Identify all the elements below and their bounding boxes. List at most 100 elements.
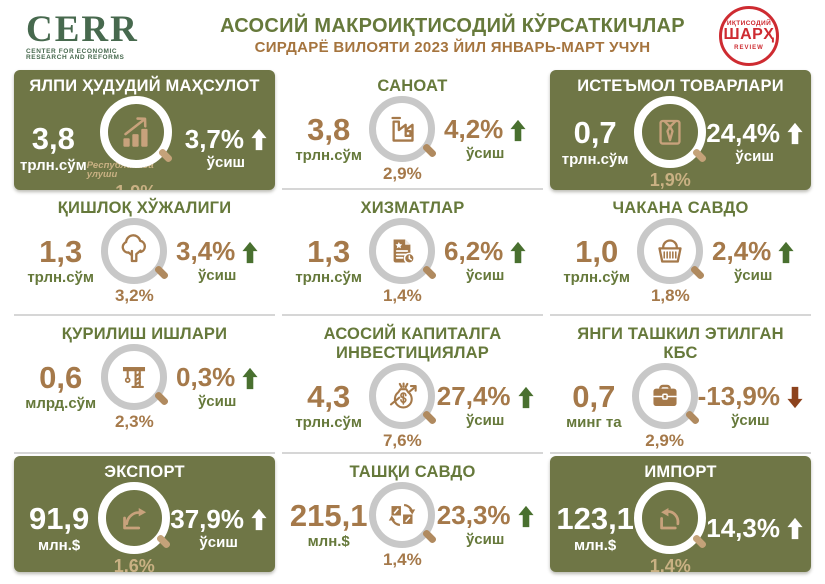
review-logo-top-text: ИҚТИСОДИЙ xyxy=(726,19,772,27)
growth-percent: -13,9% xyxy=(697,381,780,412)
magnifier-ring xyxy=(634,95,707,168)
card-title: ТАШҚИ САВДО xyxy=(349,463,476,481)
growth-arrow-icon xyxy=(517,505,534,528)
share-percent: 1,9% xyxy=(115,183,156,190)
basket-icon xyxy=(649,230,691,272)
magnifier-ring xyxy=(98,481,171,554)
magnifier-ring xyxy=(99,95,172,168)
indicator-card-grp: ЯЛПИ ҲУДУДИЙ МАҲСУЛОТ 3,8 трлн.сўм Респу… xyxy=(14,70,275,190)
growth-block: 2,4% ўсиш xyxy=(703,238,803,283)
growth-row: 14,3% xyxy=(706,512,803,543)
icon-block: 1,4% xyxy=(369,217,436,305)
magnifier-ring xyxy=(369,481,436,548)
indicator-value: 123,1 xyxy=(556,501,634,537)
indicator-card-new-smb: ЯНГИ ТАШКИЛ ЭТИЛГАН КБС 0,7 минг та 2,9%… xyxy=(550,318,811,454)
card-title: АСОСИЙ КАПИТАЛГА ИНВЕСТИЦИЯЛАР xyxy=(323,325,502,362)
growth-row: 27,4% xyxy=(435,383,535,410)
share-percent: 1,4% xyxy=(382,285,422,305)
growth-arrow-icon xyxy=(517,386,534,409)
share-label: Республикада улуши xyxy=(86,159,154,181)
growth-arrow-icon xyxy=(787,122,803,145)
magnifier-ring xyxy=(631,362,698,429)
growth-block: 3,4% ўсиш xyxy=(167,238,267,283)
tree-icon xyxy=(113,230,155,272)
indicator-value: 1,0 xyxy=(575,233,619,269)
indicator-value: 0,7 xyxy=(572,378,616,414)
growth-row: 37,9% xyxy=(170,505,267,533)
economic-review-logo: ИҚТИСОДИЙ ШАРҲ REVIEW xyxy=(719,6,779,66)
growth-arrow-icon xyxy=(242,241,258,264)
shirt-icon xyxy=(649,111,691,153)
page-subtitle: СИРДАРЁ ВИЛОЯТИ 2023 ЙИЛ ЯНВАРЬ-МАРТ УЧУ… xyxy=(254,39,651,57)
indicator-unit: трлн.сўм xyxy=(27,269,94,287)
icon-block: 2,9% xyxy=(369,95,436,183)
icon-block: 7,6% xyxy=(369,362,436,450)
share-percent: 1,4% xyxy=(382,549,422,569)
growth-arrow-icon xyxy=(251,128,267,151)
share-percent: 1,9% xyxy=(649,169,691,190)
crane-icon xyxy=(113,356,155,398)
indicator-unit: млрд.сўм xyxy=(25,395,97,413)
exchange-icon xyxy=(381,494,423,536)
cerr-logo: CERR CENTER FOR ECONOMIC RESEARCH AND RE… xyxy=(26,11,186,62)
indicator-value: 91,9 xyxy=(28,501,90,537)
indicator-unit: трлн.сўм xyxy=(295,269,362,287)
icon-block: 1,4% xyxy=(369,481,436,569)
growth-arrow-icon xyxy=(251,508,267,531)
magnifier-ring xyxy=(637,217,704,284)
value-block: 1,3 трлн.сўм xyxy=(288,233,369,287)
growth-arrow-icon xyxy=(787,386,803,409)
share-percent: 7,6% xyxy=(382,430,422,450)
growth-row: 4,2% xyxy=(435,116,535,143)
growth-block: 4,2% ўсиш xyxy=(435,116,535,161)
growth-arrow-icon xyxy=(510,119,526,142)
value-block: 215,1 млн.$ xyxy=(288,499,369,550)
magnifier-ring xyxy=(369,362,436,429)
growth-row: 23,3% xyxy=(435,502,535,529)
growth-label: ўсиш xyxy=(197,392,237,410)
growth-arrow-icon xyxy=(242,367,258,390)
growth-arrow-icon xyxy=(787,517,803,540)
share-percent: 1,8% xyxy=(650,285,690,305)
growth-block: 14,3% xyxy=(706,512,803,543)
briefcase-icon xyxy=(644,375,686,417)
growth-label: ўсиш xyxy=(465,144,505,162)
share-percent: 2,3% xyxy=(114,411,154,431)
growth-arrow-icon xyxy=(778,241,794,264)
value-block: 0,7 трлн.сўм xyxy=(556,117,634,167)
growth-label: ўсиш xyxy=(735,148,774,166)
import-arrow-icon xyxy=(649,497,691,539)
indicator-card-foreign-trade: ТАШҚИ САВДО 215,1 млн.$ 1,4% 23,3% ўсиш xyxy=(282,456,543,572)
growth-percent: 4,2% xyxy=(444,114,504,145)
cerr-wordmark: CERR xyxy=(26,8,139,50)
indicator-card-retail: ЧАКАНА САВДО 1,0 трлн.сўм 1,8% 2,4% ўсиш xyxy=(550,192,811,316)
share-percent: 3,2% xyxy=(114,285,154,305)
icon-block: 2,9% xyxy=(631,362,698,449)
indicator-unit: трлн.сўм xyxy=(561,150,629,168)
growth-percent: 6,2% xyxy=(444,236,504,267)
export-arrow-icon xyxy=(113,497,155,539)
growth-row: 6,2% xyxy=(435,238,535,265)
growth-label: ўсиш xyxy=(197,266,237,284)
card-body: 0,7 трлн.сўм 1,9% 24,4% ўсиш xyxy=(550,95,811,190)
growth-label: ўсиш xyxy=(733,266,773,284)
indicator-grid: ЯЛПИ ҲУДУДИЙ МАҲСУЛОТ 3,8 трлн.сўм Респу… xyxy=(14,70,811,572)
indicator-card-investment: АСОСИЙ КАПИТАЛГА ИНВЕСТИЦИЯЛАР 4,3 трлн.… xyxy=(282,318,543,454)
indicator-card-export: ЭКСПОРТ 91,9 млн.$ 1,6% 37,9% ўсиш xyxy=(14,456,275,572)
document-icon xyxy=(381,230,423,272)
icon-block: 3,2% xyxy=(101,217,168,305)
card-title: ҚИШЛОҚ ХЎЖАЛИГИ xyxy=(57,199,232,217)
growth-label: ўсиш xyxy=(465,411,505,429)
growth-block: -13,9% ўсиш xyxy=(698,383,803,428)
share-percent: 2,9% xyxy=(382,163,422,183)
growth-percent: 14,3% xyxy=(706,512,780,543)
value-block: 1,3 трлн.сўм xyxy=(20,235,101,287)
card-body: 91,9 млн.$ 1,6% 37,9% ўсиш xyxy=(14,481,275,572)
indicator-value: 0,6 xyxy=(39,359,83,395)
magnifier-ring xyxy=(634,481,707,554)
value-block: 91,9 млн.$ xyxy=(20,503,98,553)
indicator-value: 1,3 xyxy=(307,233,351,269)
card-body: 0,7 минг та 2,9% -13,9% ўсиш xyxy=(550,362,811,449)
card-title: САНОАТ xyxy=(377,77,448,95)
icon-block: 1,8% xyxy=(637,217,704,305)
